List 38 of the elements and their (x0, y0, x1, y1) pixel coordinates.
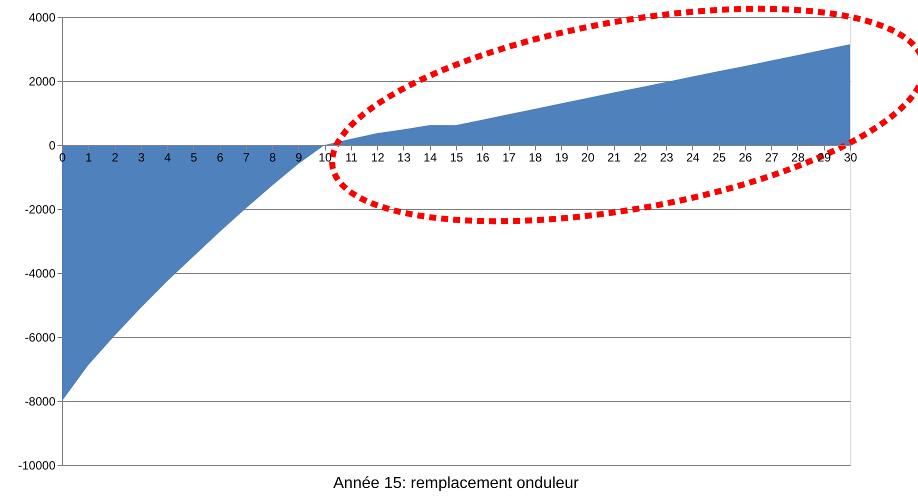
x-tick-label: 3 (138, 150, 145, 164)
x-axis-title: Année 15: remplacement onduleur (333, 475, 580, 492)
x-tick-label: 4 (164, 150, 172, 164)
y-tick-label: 2000 (28, 74, 56, 88)
y-tick-label: 0 (48, 138, 56, 152)
y-tick-label: -4000 (24, 266, 56, 280)
x-tick-label: 11 (345, 150, 358, 164)
x-tick-label: 2 (112, 150, 119, 164)
x-tick-label: 6 (216, 150, 224, 164)
y-tick-label: -8000 (24, 394, 56, 408)
y-tick-label: -10000 (18, 458, 56, 472)
x-tick-label: 9 (296, 150, 303, 164)
x-tick-label: 10 (318, 150, 332, 164)
x-tick-label: 27 (765, 150, 779, 164)
x-tick-label: 22 (634, 150, 648, 164)
x-tick-label: 21 (607, 150, 622, 164)
x-tick-label: 17 (502, 150, 516, 164)
x-tick-label: 19 (554, 150, 569, 164)
x-tick-label: 12 (371, 150, 385, 164)
x-tick-label: 5 (190, 150, 198, 164)
y-tick-label: -2000 (24, 202, 56, 216)
x-tick-label: 1 (85, 150, 92, 164)
x-tick-label: 30 (844, 150, 858, 164)
x-tick-label: 8 (269, 150, 276, 164)
x-tick-label: 13 (397, 150, 411, 164)
x-tick-label: 14 (424, 150, 438, 164)
x-tick-label: 15 (450, 150, 464, 164)
y-tick-label: 4000 (28, 10, 56, 24)
x-tick-label: 23 (660, 150, 674, 164)
y-tick-label: -6000 (24, 330, 56, 344)
x-tick-label: 20 (581, 150, 595, 164)
x-tick-label: 24 (686, 150, 700, 164)
x-tick-label: 16 (476, 150, 490, 164)
x-tick-label: 28 (791, 150, 805, 164)
x-tick-label: 26 (738, 150, 752, 164)
x-tick-label: 7 (243, 150, 250, 164)
x-tick-label: 18 (528, 150, 542, 164)
x-tick-label: 25 (712, 150, 726, 164)
